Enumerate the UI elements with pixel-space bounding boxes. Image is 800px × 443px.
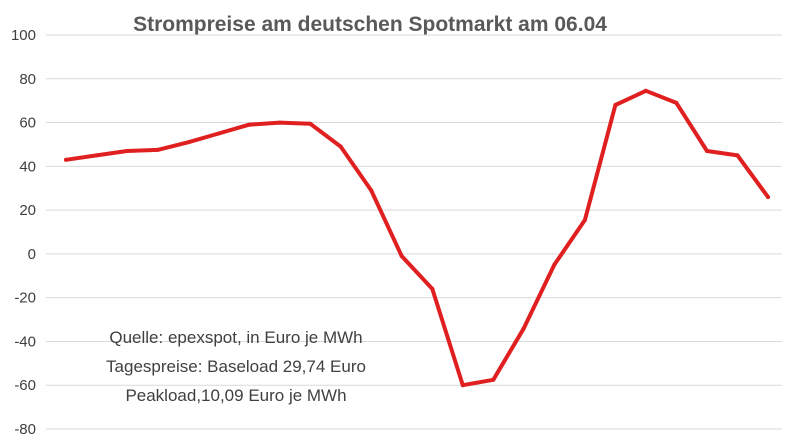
series-layer [64, 88, 770, 388]
data-point [216, 131, 221, 136]
y-tick-label: -20 [14, 290, 36, 307]
data-point [552, 262, 557, 267]
series-line [64, 88, 770, 388]
y-tick-label: -40 [14, 333, 36, 350]
y-tick-label: -60 [14, 377, 36, 394]
y-tick-label: 60 [19, 115, 36, 132]
grid-lines [46, 34, 782, 430]
data-point [155, 147, 160, 152]
y-tick-label: 80 [19, 71, 36, 88]
y-tick-label: 100 [11, 27, 36, 44]
data-point [674, 100, 679, 105]
data-point [521, 326, 526, 331]
data-point [277, 120, 282, 125]
y-tick-label: 40 [19, 158, 36, 175]
data-point [125, 149, 129, 153]
data-point [582, 218, 587, 222]
data-point [399, 254, 404, 259]
y-tick-label: -80 [14, 421, 36, 438]
data-point [369, 188, 374, 193]
annotation-line-peakload: Peakload,10,09 Euro je MWh [125, 386, 346, 405]
data-point [338, 144, 343, 149]
annotation-line-baseload: Tagespreise: Baseload 29,74 Euro [106, 357, 366, 376]
data-point [705, 149, 709, 153]
data-point [247, 122, 252, 127]
data-point [186, 140, 191, 145]
y-axis: 100 80 60 40 20 0 -20 -40 -60 -80 [11, 27, 36, 438]
data-point [64, 157, 68, 162]
data-point [430, 286, 435, 291]
source-annotation: Quelle: epexspot, in Euro je MWh Tagespr… [106, 328, 366, 405]
data-point [94, 153, 99, 158]
chart-title: Strompreise am deutschen Spotmarkt am 06… [133, 13, 607, 36]
data-point [766, 195, 770, 199]
data-point [460, 383, 465, 388]
data-point [491, 377, 496, 382]
y-tick-label: 0 [28, 246, 36, 263]
data-point [613, 103, 618, 107]
data-point [308, 121, 313, 126]
y-tick-label: 20 [19, 202, 36, 219]
annotation-line-source: Quelle: epexspot, in Euro je MWh [109, 328, 362, 347]
data-point [643, 88, 648, 93]
data-point [735, 153, 740, 158]
